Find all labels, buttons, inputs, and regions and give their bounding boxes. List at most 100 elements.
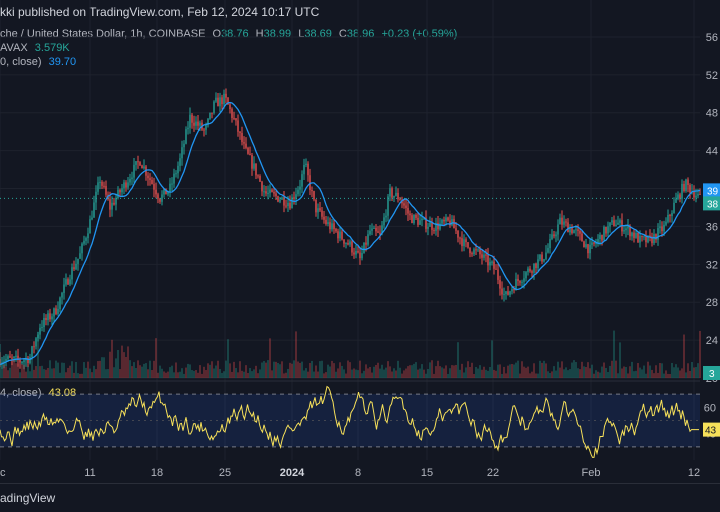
rsi-legend[interactable]: 4, close) 43.08 [0, 387, 76, 399]
candle-body [147, 175, 149, 179]
candle-body [175, 173, 177, 175]
volume-bar [621, 368, 623, 378]
volume-bar [293, 360, 295, 378]
candle-body [385, 215, 387, 218]
candle-body [211, 112, 213, 114]
volume-bar [111, 339, 113, 378]
volume-bar [419, 368, 421, 378]
volume-bar [83, 362, 85, 378]
volume-bar [113, 367, 115, 378]
candle-body [241, 132, 243, 143]
volume-bar [353, 368, 355, 378]
volume-bar [619, 342, 621, 378]
volume-bar [257, 373, 259, 378]
volume-bar [123, 352, 125, 378]
volume-bar [53, 368, 55, 378]
candle-body [335, 229, 337, 232]
candle-body [519, 281, 521, 283]
candle-body [171, 183, 173, 185]
candle-body [509, 291, 511, 295]
candle-body [467, 242, 469, 248]
volume-bar [513, 364, 515, 378]
volume-bar [237, 372, 239, 378]
volume-bar [357, 370, 359, 378]
ma-legend[interactable]: 0, close) 39.70 [0, 56, 76, 68]
volume-bar [43, 369, 45, 378]
volume-bar [295, 331, 297, 378]
candle-body [575, 229, 577, 231]
candle-body [589, 244, 591, 254]
volume-bar [77, 373, 79, 378]
volume-bar [109, 351, 111, 378]
ma-price-tag-text: 39 [707, 186, 719, 197]
volume-bar [661, 363, 663, 378]
volume-bar [255, 365, 257, 378]
candle-body [679, 194, 681, 199]
candle-body [407, 207, 409, 214]
volume-bar [673, 367, 675, 378]
candle-body [325, 219, 327, 224]
volume-bar [509, 364, 511, 378]
candle-body [323, 216, 325, 220]
candle-body [535, 263, 537, 269]
candle-body [441, 219, 443, 224]
candle-body [657, 228, 659, 240]
candle-body [485, 254, 487, 256]
candle-body [187, 127, 189, 130]
candle-body [521, 281, 523, 283]
candle-body [491, 261, 493, 263]
candle-body [431, 222, 433, 230]
candle-body [463, 239, 465, 247]
volume-bar [99, 360, 101, 378]
volume-bar [61, 362, 63, 378]
candle-body [207, 118, 209, 126]
candle-body [195, 121, 197, 126]
price-chart[interactable]: 2024283236404448525639383604043c11182520… [0, 0, 720, 483]
candle-body [499, 279, 501, 289]
volume-bar [461, 363, 463, 378]
candle-body [129, 178, 131, 183]
volume-bar [341, 365, 343, 378]
candle-body [247, 147, 249, 154]
ma-price-tag [703, 183, 720, 198]
candle-body [199, 122, 201, 126]
volume-bar [159, 365, 161, 378]
candle-body [231, 109, 233, 118]
candle-body [405, 205, 407, 208]
volume-bar [217, 360, 219, 378]
volume-bar [533, 363, 535, 378]
candle-body [411, 215, 413, 223]
volume-bar [19, 372, 21, 378]
candle-body [427, 226, 429, 229]
candle-body [391, 188, 393, 198]
volume-bar [519, 373, 521, 378]
volume-bar [567, 370, 569, 378]
volume-legend[interactable]: AVAX 3.579K [0, 42, 70, 54]
candle-body [177, 165, 179, 174]
volume-bar [155, 338, 157, 378]
volume-bar [161, 368, 163, 378]
candle-body [29, 357, 31, 363]
candle-body [141, 165, 143, 169]
candle-body [151, 179, 153, 185]
candle-body [221, 97, 223, 105]
volume-bar [633, 371, 635, 378]
volume-bar [447, 373, 449, 378]
volume-bar [149, 360, 151, 378]
volume-bar [515, 362, 517, 378]
volume-bar [351, 369, 353, 378]
candle-body [281, 197, 283, 200]
price-axis-label: 28 [706, 297, 718, 309]
volume-bar [639, 367, 641, 378]
candle-body [623, 230, 625, 232]
candle-body [641, 235, 643, 237]
volume-bar [479, 365, 481, 378]
volume-bar [455, 364, 457, 378]
candle-body [189, 114, 191, 128]
volume-bar [389, 366, 391, 378]
volume-bar [59, 372, 61, 378]
volume-bar [323, 373, 325, 378]
volume-bar [561, 361, 563, 378]
candle-body [93, 202, 95, 218]
candle-body [185, 129, 187, 144]
